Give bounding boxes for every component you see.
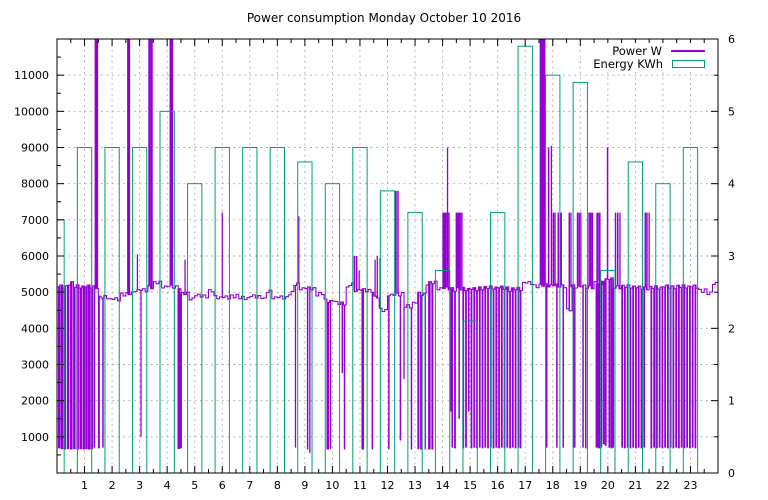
svg-text:2000: 2000	[21, 395, 49, 408]
svg-text:23: 23	[683, 479, 697, 492]
legend-entry-power: Power W	[593, 43, 705, 58]
svg-text:5: 5	[728, 105, 735, 118]
svg-text:3: 3	[728, 250, 735, 263]
svg-text:17: 17	[518, 479, 532, 492]
svg-text:8000: 8000	[21, 178, 49, 191]
axis-tick-labels: 1000 2000 3000 4000 5000 6000 7000 8000 9000 1000…	[14, 33, 735, 492]
svg-text:22: 22	[656, 479, 670, 492]
chart-title: Power consumption Monday October 10 2016	[246, 11, 522, 25]
svg-text:9: 9	[301, 479, 308, 492]
svg-text:14: 14	[436, 479, 450, 492]
svg-text:15: 15	[463, 479, 477, 492]
svg-text:3: 3	[136, 479, 143, 492]
svg-text:21: 21	[628, 479, 642, 492]
legend: Power W Energy KWh	[591, 43, 707, 71]
svg-text:10: 10	[325, 479, 339, 492]
svg-text:1000: 1000	[21, 431, 49, 444]
svg-text:7000: 7000	[21, 214, 49, 227]
svg-text:13: 13	[408, 479, 422, 492]
svg-text:2: 2	[728, 322, 735, 335]
svg-text:5: 5	[191, 479, 198, 492]
svg-text:16: 16	[491, 479, 505, 492]
svg-text:18: 18	[546, 479, 560, 492]
legend-label-energy: Energy KWh	[593, 56, 663, 71]
power-line-sample-icon	[671, 49, 705, 52]
svg-text:4: 4	[728, 178, 735, 191]
svg-text:6000: 6000	[21, 250, 49, 263]
svg-text:10000: 10000	[14, 105, 49, 118]
svg-text:6: 6	[728, 33, 735, 46]
svg-text:3000: 3000	[21, 359, 49, 372]
svg-text:8: 8	[274, 479, 281, 492]
svg-text:6: 6	[219, 479, 226, 492]
svg-text:4000: 4000	[21, 322, 49, 335]
svg-text:4: 4	[164, 479, 171, 492]
svg-text:7: 7	[246, 479, 253, 492]
power-series	[57, 39, 718, 454]
svg-text:0: 0	[728, 467, 735, 480]
svg-text:5000: 5000	[21, 286, 49, 299]
legend-entry-energy: Energy KWh	[593, 56, 705, 71]
svg-text:9000: 9000	[21, 142, 49, 155]
energy-box-sample-icon	[672, 59, 705, 68]
svg-text:11000: 11000	[14, 69, 49, 82]
axis-ticks	[57, 39, 718, 473]
svg-text:19: 19	[573, 479, 587, 492]
svg-text:1: 1	[728, 395, 735, 408]
svg-text:1: 1	[81, 479, 88, 492]
svg-text:12: 12	[381, 479, 395, 492]
svg-text:2: 2	[109, 479, 116, 492]
legend-label-power: Power W	[612, 43, 662, 58]
svg-text:20: 20	[601, 479, 615, 492]
svg-text:11: 11	[353, 479, 367, 492]
